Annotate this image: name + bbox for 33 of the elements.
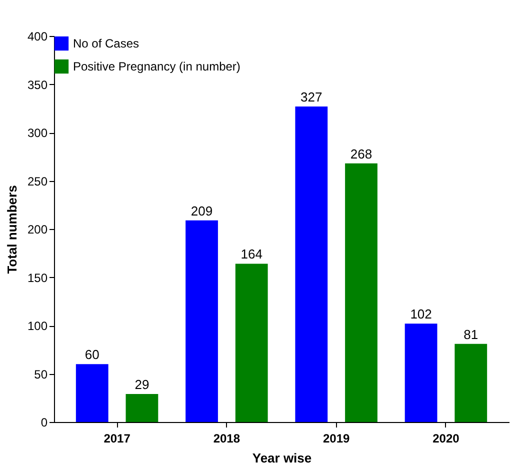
bar [345,163,378,422]
y-tick-label: 100 [27,319,48,333]
y-tick-label: 250 [27,174,48,188]
legend-label: No of Cases [73,36,140,50]
data-label: 164 [240,246,262,262]
bar [76,364,108,422]
data-label: 327 [300,89,322,104]
y-tick-label: 400 [27,30,48,44]
x-tick-label: 2017 [104,432,131,446]
bar [235,264,268,422]
bar [454,344,488,422]
bar [404,324,438,422]
bar [126,394,158,422]
data-label: 268 [350,146,372,162]
x-tick-label: 2018 [213,432,240,446]
data-label: 102 [410,306,432,322]
y-axis-title: Total numbers [4,185,20,274]
y-tick-label: 0 [40,416,48,430]
bar [186,220,218,422]
y-tick-label: 50 [34,367,48,382]
x-axis-title: Year wise [252,450,312,466]
y-tick-label: 150 [27,270,48,285]
data-label: 60 [84,347,100,362]
x-tick-label: 2019 [322,432,350,446]
data-label: 29 [134,377,150,392]
data-label: 81 [464,326,478,342]
y-tick-label: 200 [27,222,48,236]
legend-label: Positive Pregnancy (in number) [73,60,240,74]
x-tick-label: 2020 [432,432,460,446]
bar [295,106,328,422]
y-tick-label: 300 [27,126,48,140]
data-label: 209 [190,203,213,218]
y-tick-label: 350 [27,78,48,92]
